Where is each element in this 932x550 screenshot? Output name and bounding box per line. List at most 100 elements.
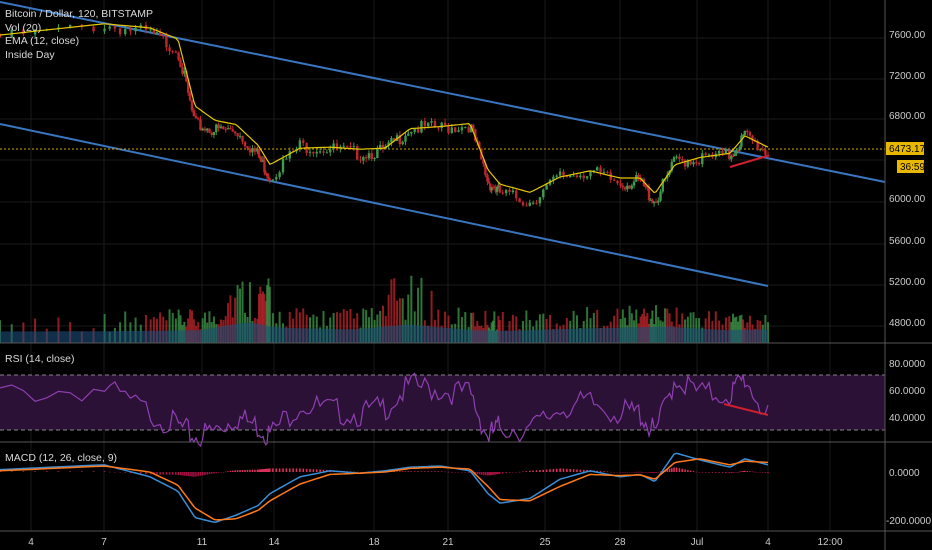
countdown-timer: 36:59 [900,162,925,173]
macd-histogram-bar [309,469,311,472]
price-candle [298,140,302,149]
macd-histogram-bar [92,471,95,472]
volume-bar [470,312,473,343]
price-candle [736,149,740,151]
macd-axis[interactable]: 0.0000 -200.0000 [886,468,931,527]
volume-bar [365,310,368,343]
volume-bar [651,310,654,343]
price-candle [692,162,695,165]
macd-histogram-bar [599,471,602,472]
macd-histogram-bar [482,472,485,475]
rsi-legend[interactable]: RSI (14, close) [5,353,74,367]
volume-bar [203,312,206,343]
price-candle [464,127,467,129]
macd-histogram-bar [266,468,268,472]
price-candle [190,100,194,111]
volume-bar [208,311,211,343]
price-candle [657,200,660,203]
rsi-indicator-label[interactable]: RSI (14, close) [5,353,75,365]
macd-histogram-bar [236,470,239,472]
macd-histogram-bar [512,472,514,473]
price-candle [538,197,542,204]
macd-histogram-bar [641,471,644,473]
macd-histogram-bar [678,468,681,472]
volume-bar [134,317,137,343]
price-candle [179,59,182,68]
price-candle [401,141,404,145]
price-candle [362,157,365,161]
macd-histogram-bar [626,472,629,473]
price-candle [342,145,345,147]
price-candle [413,128,416,132]
macd-legend[interactable]: MACD (12, 26, close, 9) [5,452,117,466]
rsi-band [0,375,885,430]
price-candle [260,159,263,162]
price-candles [0,21,770,207]
macd-histogram-bar [756,472,759,473]
macd-pane[interactable] [0,452,769,523]
price-axis[interactable]: 7600.00 7200.00 6800.00 6000.00 5600.00 … [889,30,926,329]
price-candle [288,151,291,159]
macd-histogram-bar [168,472,171,475]
volume-bar [417,287,420,343]
macd-histogram-bar [162,472,165,475]
price-candle [572,175,575,177]
macd-histogram-bar [262,469,264,472]
ema-indicator-label[interactable]: EMA (12, close) [5,35,80,47]
price-candle [675,156,678,158]
price-candle [450,127,454,133]
price-pane[interactable] [0,1,886,343]
price-candle [33,29,37,35]
price-candle [453,127,457,132]
macd-histogram-bar [264,468,267,472]
price-candle [222,126,225,130]
rsi-axis[interactable]: 80.0000 60.0000 40.0000 [889,359,926,424]
macd-histogram-bar [668,468,671,472]
macd-histogram-bar [206,472,209,475]
macd-histogram-bar [738,471,741,473]
macd-histogram-bar [522,471,524,472]
price-candle [335,143,339,149]
volume-bar [410,275,413,343]
macd-histogram-bar [606,471,609,473]
symbol-title[interactable]: Bitcoin / Dollar, 120, BITSTAMP [5,8,154,20]
time-tick: 14 [268,537,280,548]
volume-indicator-label[interactable]: Vol (20) [5,21,42,34]
macd-histogram-bar [399,471,401,472]
macd-indicator-label[interactable]: MACD (12, 26, close, 9) [5,452,118,464]
macd-histogram-bar [356,471,359,473]
price-candle [717,150,721,154]
price-divergence-line[interactable] [729,155,768,168]
time-axis[interactable]: 4 7 11 14 18 21 25 28 Jul 4 12:00 [28,537,843,548]
price-candle [215,124,218,133]
rsi-pane[interactable] [0,372,885,448]
price-tick: 6800.00 [889,111,926,122]
macd-histogram-bar [528,470,531,472]
price-candle [426,122,430,127]
price-candle [423,120,427,127]
price-candle [460,127,464,131]
price-candle [356,146,359,160]
macd-histogram-bar [424,471,426,472]
macd-histogram-bar [701,472,704,473]
macd-histogram-bar [539,470,541,472]
price-candle [654,201,658,203]
price-candle [168,47,171,52]
volume-bar [171,312,174,343]
price-candle [257,149,261,158]
macd-histogram-bar [420,471,423,472]
price-candle [183,70,186,74]
macd-histogram-bar [149,472,152,475]
price-candle [181,67,184,74]
macd-histogram-bar [359,471,362,473]
channel-lower-line[interactable] [0,123,769,287]
price-candle [602,172,606,174]
macd-histogram-bar [305,468,308,472]
macd-histogram-bar [655,472,657,473]
macd-histogram-bar [353,471,355,473]
inside-day-indicator-label[interactable]: Inside Day [5,48,55,61]
macd-histogram-bar [559,468,561,472]
macd-histogram-bar [467,472,470,473]
rsi-divergence-line[interactable] [723,403,769,416]
macd-histogram-bar [653,472,655,474]
